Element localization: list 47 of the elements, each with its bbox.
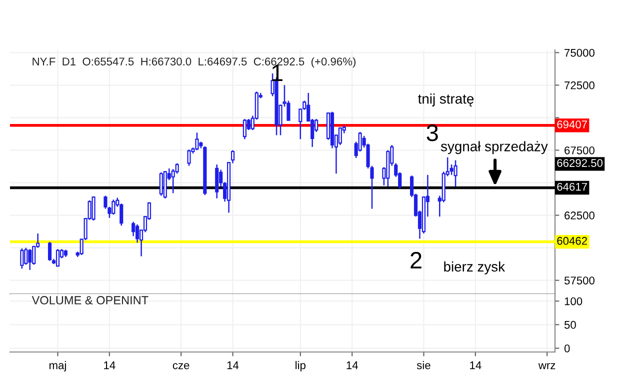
candlestick xyxy=(358,131,362,152)
annotation: bierz zysk xyxy=(444,261,506,274)
x-tick-label: maj xyxy=(50,361,66,372)
annotation: tnij stratę xyxy=(418,94,474,106)
y-tick-label: 50 xyxy=(564,320,576,329)
candlestick xyxy=(48,241,52,262)
annotation: sygnał sprzedaży xyxy=(440,141,548,154)
candlestick xyxy=(175,162,179,174)
x-tick-label: sie xyxy=(416,361,430,370)
candlestick xyxy=(242,118,246,140)
candlestick xyxy=(338,126,342,146)
candlestick xyxy=(454,160,458,188)
candlestick xyxy=(24,247,28,266)
y-tick-label: 62500 xyxy=(564,212,594,220)
y-tick-label: 0 xyxy=(564,344,570,352)
x-tick-label: lip xyxy=(296,361,306,372)
candlestick xyxy=(112,199,116,216)
chart-title: VOLUME & OPENINT xyxy=(32,296,148,304)
candlestick xyxy=(92,196,96,222)
candlestick xyxy=(187,148,191,166)
annotation: 1 xyxy=(272,64,282,81)
candlestick xyxy=(136,224,140,244)
x-tick-label: 14 xyxy=(227,361,239,370)
candlestick xyxy=(195,132,199,151)
y-tick-label: 75000 xyxy=(564,48,594,57)
text: 66292.50 xyxy=(557,159,603,167)
candlestick xyxy=(20,248,24,270)
ref-line-label: 60462 xyxy=(557,236,587,245)
x-tick-label: cze xyxy=(172,363,190,370)
y-tick-label: 67500 xyxy=(564,146,594,154)
candlestick xyxy=(28,248,32,271)
candlestick xyxy=(215,164,219,199)
x-tick-label: 14 xyxy=(470,361,482,370)
candlestick xyxy=(80,238,84,256)
y-tick-label: 57500 xyxy=(564,276,594,284)
candlestick xyxy=(450,164,454,176)
y-tick-label: 72500 xyxy=(564,81,594,90)
ref-line-label: 69407 xyxy=(557,120,587,128)
candlestick xyxy=(159,172,163,196)
annotation: 2 xyxy=(410,252,422,268)
x-tick-label: 14 xyxy=(104,361,116,370)
annotation: 3 xyxy=(426,124,438,142)
y-tick-label: 100 xyxy=(564,297,582,306)
x-tick-label: wrz xyxy=(538,363,556,370)
x-tick-label: 14 xyxy=(346,361,358,370)
candlestick xyxy=(56,248,60,268)
ref-line-label: 64617 xyxy=(557,182,587,191)
